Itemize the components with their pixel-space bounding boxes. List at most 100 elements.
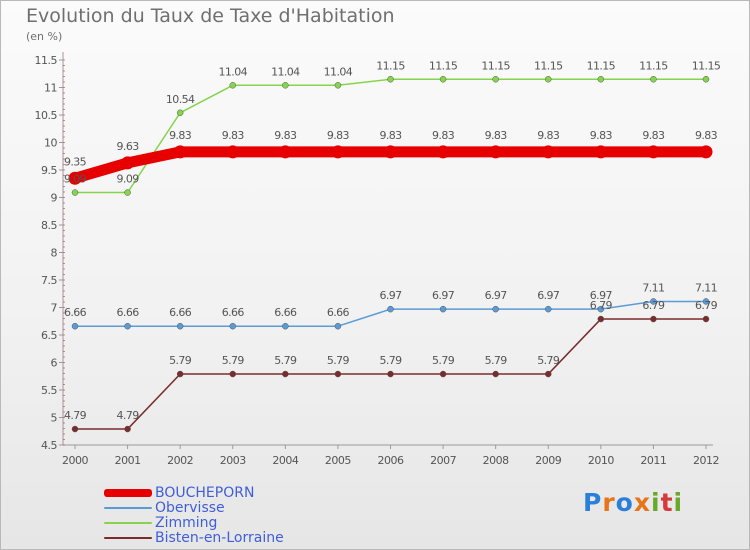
data-point [597, 315, 605, 323]
data-label: 9.83 [274, 129, 297, 142]
data-label: 9.83 [379, 129, 402, 142]
x-tick-label: 2007 [430, 454, 456, 467]
x-tick-label: 2006 [378, 454, 404, 467]
data-label: 11.15 [376, 59, 405, 72]
data-label: 6.97 [432, 289, 455, 302]
x-tick-label: 2004 [272, 454, 298, 467]
legend-swatch [104, 536, 152, 539]
y-tick-label: 7.5 [41, 274, 57, 287]
legend-item: Obervisse [104, 500, 284, 516]
data-label: 9.83 [590, 129, 613, 142]
data-label: 5.79 [169, 354, 192, 367]
data-label: 9.83 [169, 129, 192, 142]
data-label: 6.66 [64, 306, 87, 319]
legend-item: BOUCHEPORN [104, 484, 284, 501]
data-label: 9.83 [432, 129, 455, 142]
data-point [545, 370, 552, 378]
data-label: 11.04 [219, 65, 248, 78]
data-point [702, 298, 710, 305]
data-point [387, 76, 394, 83]
data-label: 6.79 [695, 299, 718, 312]
legend-label: BOUCHEPORN [155, 484, 255, 501]
data-point [124, 425, 131, 433]
y-tick-label: 10.5 [35, 109, 58, 122]
legend-label: Zimming [155, 514, 218, 531]
data-point [439, 76, 447, 83]
data-label: 9.83 [485, 129, 508, 142]
data-label: 11.15 [534, 59, 563, 72]
y-tick-label: 9 [51, 192, 58, 205]
data-label: 5.79 [222, 354, 245, 367]
data-point [334, 82, 342, 89]
data-label: 11.04 [324, 65, 353, 78]
data-label: 4.79 [64, 409, 87, 422]
data-point [71, 322, 79, 330]
data-point [541, 145, 555, 159]
legend-swatch [104, 506, 152, 509]
data-label: 6.66 [169, 306, 192, 319]
y-tick-label: 8 [51, 247, 58, 260]
data-point [71, 189, 79, 196]
data-label: 7.11 [695, 281, 717, 294]
y-tick-label: 9.5 [41, 164, 57, 177]
logo-letter: i [673, 488, 684, 517]
y-tick-label: 8.5 [41, 219, 57, 232]
logo-letter: r [602, 488, 616, 517]
data-label: 11.15 [692, 59, 721, 72]
data-point [124, 189, 131, 196]
data-point [282, 82, 289, 89]
data-point [492, 305, 499, 313]
data-label: 11.15 [429, 59, 458, 72]
data-point [492, 76, 499, 83]
x-tick-label: 2001 [115, 454, 141, 467]
data-point [334, 370, 342, 378]
data-label: 7.11 [642, 281, 664, 294]
data-label: 11.04 [271, 65, 300, 78]
data-point [436, 145, 450, 159]
x-tick-label: 2003 [220, 454, 246, 467]
data-label: 6.97 [485, 289, 508, 302]
data-point [229, 370, 236, 378]
data-label: 9.83 [327, 129, 350, 142]
data-point [282, 370, 289, 378]
x-tick-label: 2009 [535, 454, 561, 467]
data-label: 6.97 [537, 289, 560, 302]
logo-letter: P [583, 488, 603, 517]
data-label: 5.79 [327, 354, 350, 367]
data-point [229, 322, 236, 330]
data-point [278, 145, 292, 159]
data-point [650, 315, 657, 323]
data-point [702, 76, 710, 83]
data-label: 11.15 [639, 59, 668, 72]
data-label: 6.66 [274, 306, 297, 319]
data-point [594, 145, 608, 159]
x-tick-label: 2008 [483, 454, 509, 467]
legend-label: Bisten-en-Lorraine [155, 529, 284, 546]
y-tick-label: 7 [51, 302, 58, 315]
data-point [282, 322, 289, 330]
data-point [334, 322, 342, 330]
y-tick-label: 5 [51, 412, 58, 425]
data-label: 9.35 [64, 155, 87, 168]
data-label: 11.15 [481, 59, 510, 72]
data-point [121, 156, 135, 170]
data-label: 5.79 [537, 354, 560, 367]
data-point [545, 76, 552, 83]
data-point [173, 145, 187, 159]
data-point [439, 305, 447, 313]
data-label: 9.83 [642, 129, 665, 142]
data-label: 5.79 [485, 354, 508, 367]
data-point [650, 76, 657, 83]
data-point [226, 145, 240, 159]
data-label: 9.83 [537, 129, 560, 142]
data-point [124, 322, 131, 330]
data-point [331, 145, 345, 159]
data-point [545, 305, 552, 313]
data-label: 9.83 [695, 129, 718, 142]
data-point [387, 370, 394, 378]
x-tick-label: 2002 [167, 454, 193, 467]
legend-swatch [104, 521, 152, 524]
data-label: 5.79 [379, 354, 402, 367]
